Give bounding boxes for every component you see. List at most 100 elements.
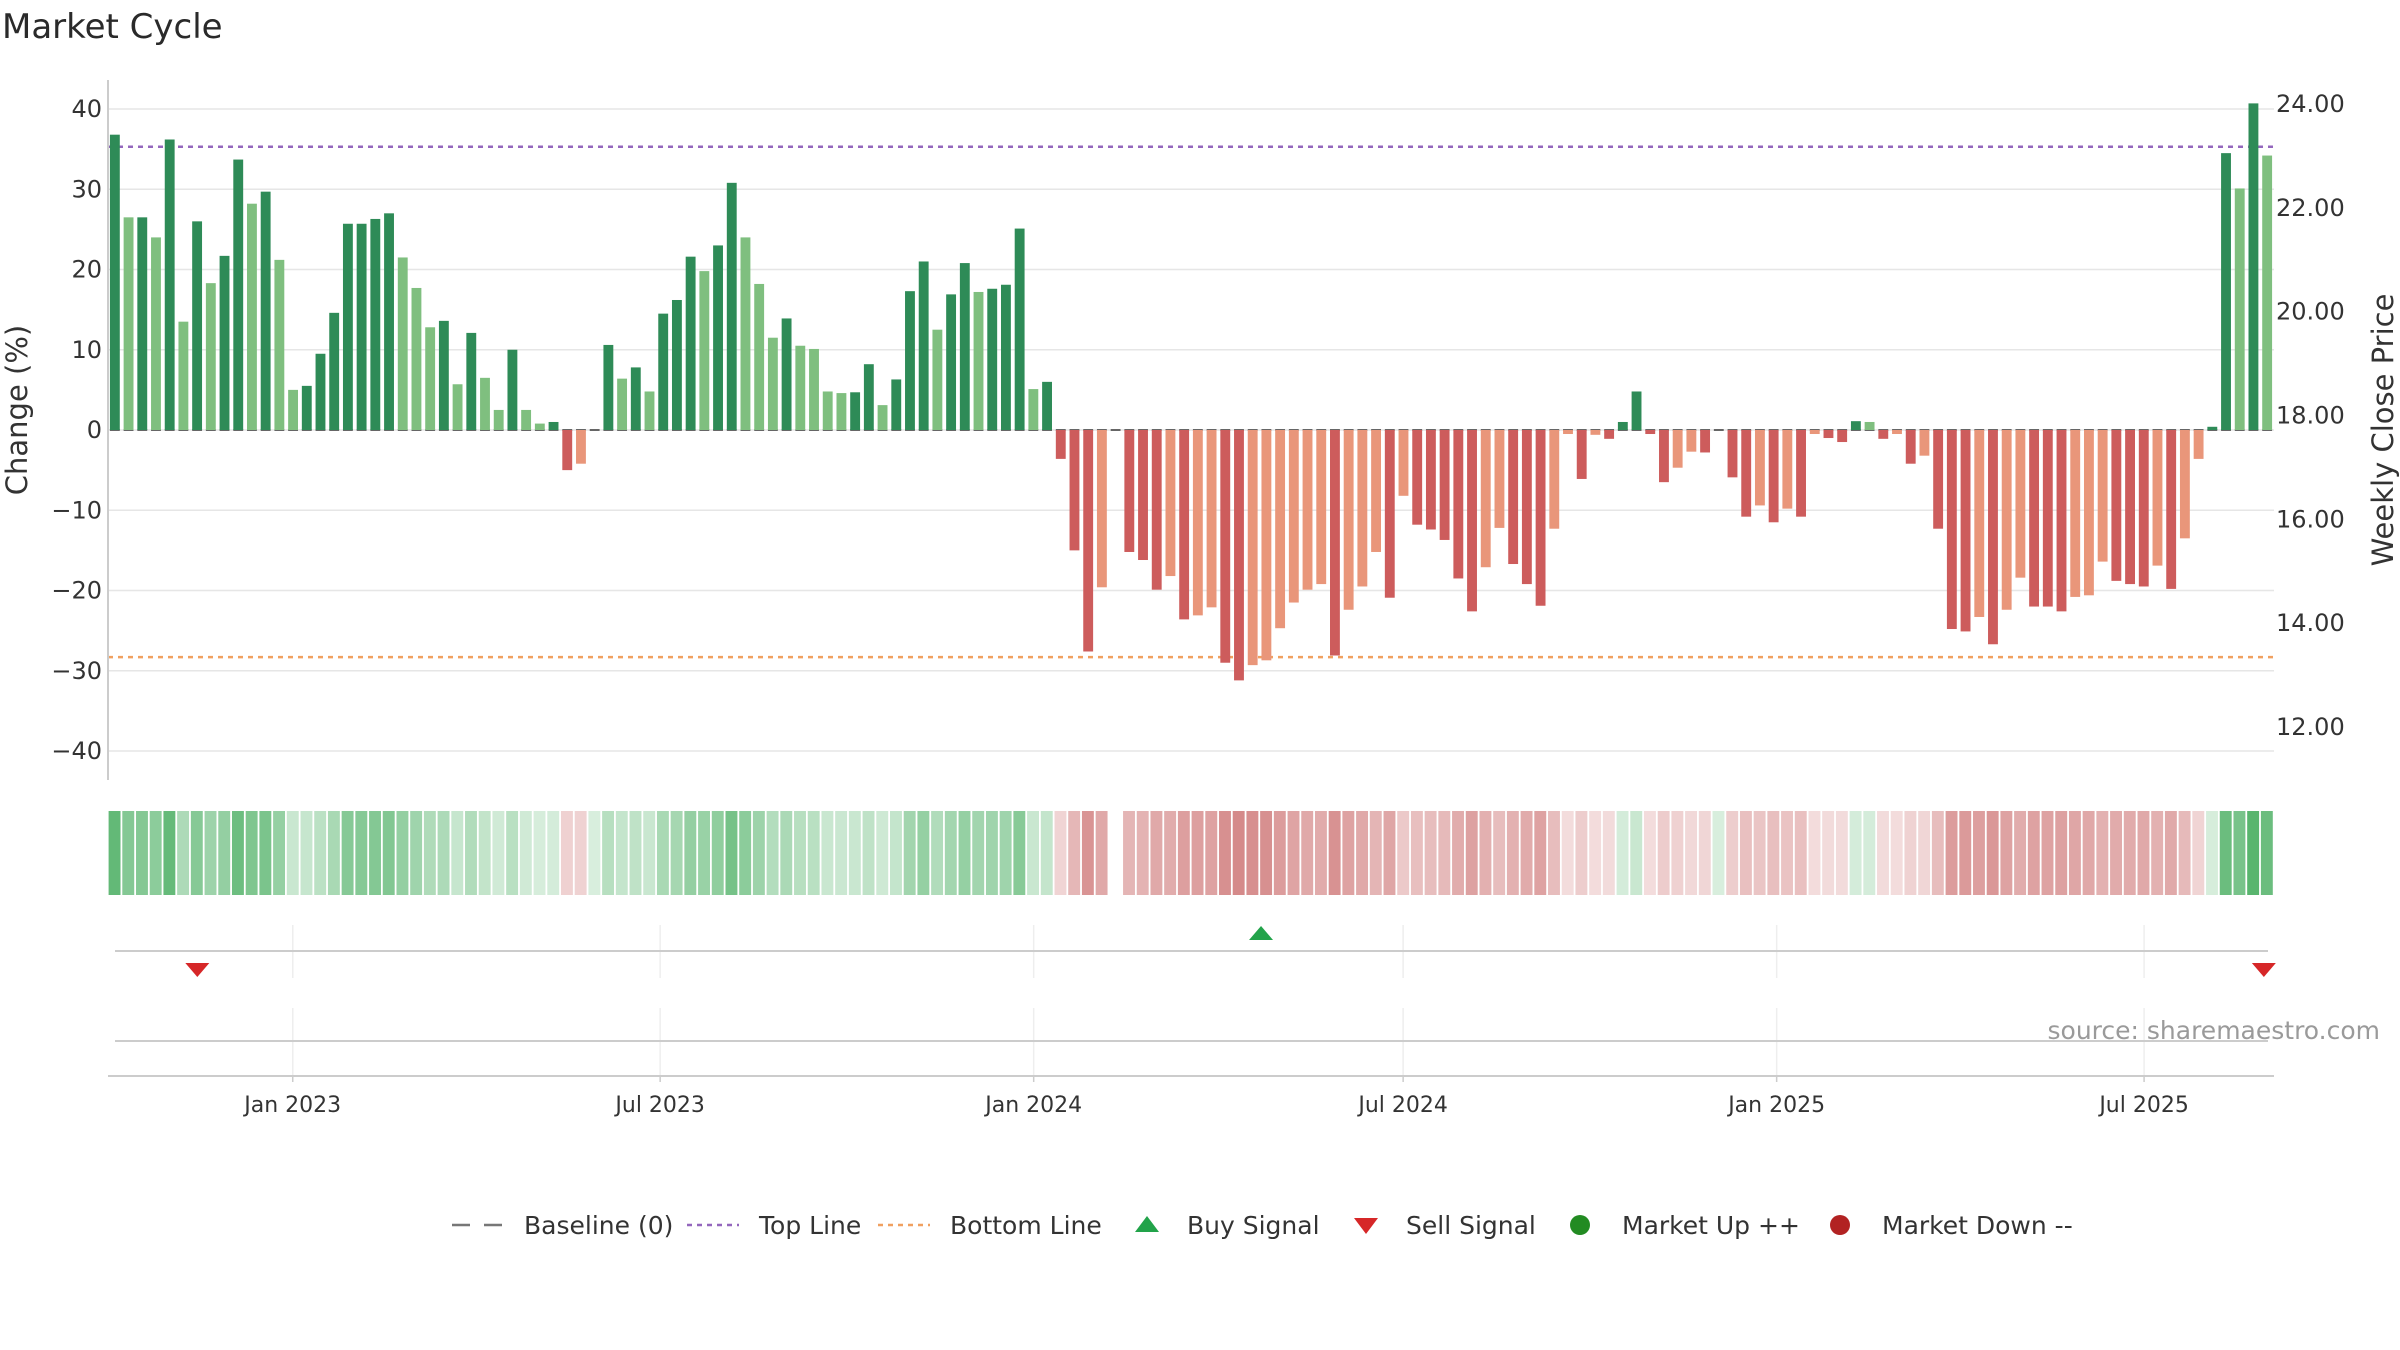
bar xyxy=(1384,430,1395,598)
bar xyxy=(1549,430,1560,529)
y-axis-title: Change (%) xyxy=(0,325,34,495)
heat-cell xyxy=(410,811,423,895)
bar xyxy=(959,263,970,430)
heat-cell xyxy=(1616,811,1629,895)
bar xyxy=(685,256,696,430)
heat-cell xyxy=(136,811,148,895)
heat-cell xyxy=(1931,811,1944,895)
bar xyxy=(2193,430,2204,459)
legend-label: Baseline (0) xyxy=(524,1211,673,1240)
heat-cell xyxy=(1424,811,1437,895)
heat-cell xyxy=(643,811,656,895)
bar xyxy=(411,287,422,430)
heat-cell xyxy=(602,811,615,895)
y2-axis-title: Weekly Close Price xyxy=(2366,294,2400,567)
heat-cell xyxy=(931,811,944,895)
heat-cell xyxy=(1657,811,1670,895)
heat-cell xyxy=(1054,811,1067,895)
legend-item: Market Down -- xyxy=(1830,1211,2073,1240)
bar xyxy=(1467,430,1477,612)
bar xyxy=(973,291,984,430)
heat-cell xyxy=(1671,811,1684,895)
heat-cell xyxy=(560,811,573,895)
bar xyxy=(1988,430,1998,645)
bar xyxy=(137,217,148,430)
y2-tick-label: 16.00 xyxy=(2276,505,2345,533)
bar xyxy=(1823,430,1834,439)
heat-cell xyxy=(1287,811,1300,895)
y2-tick-label: 22.00 xyxy=(2276,194,2345,222)
heat-cell xyxy=(1219,811,1231,895)
heat-cell xyxy=(1438,811,1451,895)
heat-cell xyxy=(821,811,834,895)
heat-cell xyxy=(1835,811,1848,895)
bar xyxy=(1754,430,1765,506)
bar xyxy=(1700,430,1711,453)
bar xyxy=(452,384,463,430)
bar xyxy=(178,321,189,430)
heat-cell xyxy=(122,811,135,895)
bar xyxy=(1069,430,1080,551)
bar xyxy=(480,377,490,430)
heat-cell xyxy=(1095,811,1108,895)
bar xyxy=(1974,430,1985,617)
bar xyxy=(233,159,244,430)
heat-cell xyxy=(1986,811,1999,895)
bar xyxy=(2111,430,2122,581)
bar xyxy=(1425,430,1436,530)
heat-cell xyxy=(1150,811,1163,895)
buy-signal-marker xyxy=(1249,926,1274,940)
heat-cell xyxy=(1726,811,1739,895)
bar xyxy=(767,337,778,430)
y2-tick-label: 14.00 xyxy=(2276,609,2345,637)
bar xyxy=(1055,430,1066,459)
heat-cell xyxy=(1589,811,1602,895)
heat-cell xyxy=(2178,811,2191,895)
date-axis: Jan 2023 Jul 2023 Jan 2024 Jul 2024 Jan 2025… xyxy=(108,1075,2274,1118)
heat-cell xyxy=(876,811,889,895)
heat-cell xyxy=(478,811,491,895)
heat-cell xyxy=(218,811,231,895)
bar xyxy=(1261,430,1272,661)
heat-cell xyxy=(1452,811,1464,895)
bar xyxy=(247,203,257,430)
heat-cell xyxy=(1602,811,1615,895)
bar xyxy=(2207,426,2218,430)
x-tick-label: Jul 2023 xyxy=(613,1093,705,1118)
legend-label: Market Up ++ xyxy=(1622,1211,1800,1240)
heat-cell xyxy=(1328,811,1341,895)
heat-cell xyxy=(574,811,587,895)
x-tick-label: Jan 2024 xyxy=(983,1093,1082,1118)
bar xyxy=(1151,430,1162,590)
bar xyxy=(2152,430,2163,566)
heat-cell xyxy=(1068,811,1081,895)
bar xyxy=(493,409,504,430)
y2-tick-label: 24.00 xyxy=(2276,90,2345,118)
heat-cell xyxy=(1849,811,1862,895)
heat-cell xyxy=(766,811,779,895)
bars-series xyxy=(109,103,2273,681)
bar xyxy=(1165,430,1176,577)
heat-cell xyxy=(2041,811,2054,895)
bar xyxy=(822,391,833,430)
heat-cell xyxy=(903,811,916,895)
bar xyxy=(1796,430,1806,517)
heat-cell xyxy=(1314,811,1327,895)
bar xyxy=(397,257,408,430)
bar xyxy=(1179,430,1190,620)
heat-cell xyxy=(1123,811,1135,895)
bar xyxy=(205,283,216,430)
bar xyxy=(740,237,751,430)
bar xyxy=(2001,430,2012,610)
sell-signal-marker xyxy=(185,963,210,977)
heat-cell xyxy=(1739,811,1752,895)
bar xyxy=(1837,430,1848,443)
heat-cell xyxy=(300,811,313,895)
bar xyxy=(1453,430,1464,579)
bar xyxy=(109,134,120,430)
heat-cell xyxy=(944,811,957,895)
heat-cell xyxy=(1794,811,1807,895)
y2-tick-label: 18.00 xyxy=(2276,402,2345,430)
bar xyxy=(1343,430,1354,610)
heat-cell xyxy=(862,811,875,895)
